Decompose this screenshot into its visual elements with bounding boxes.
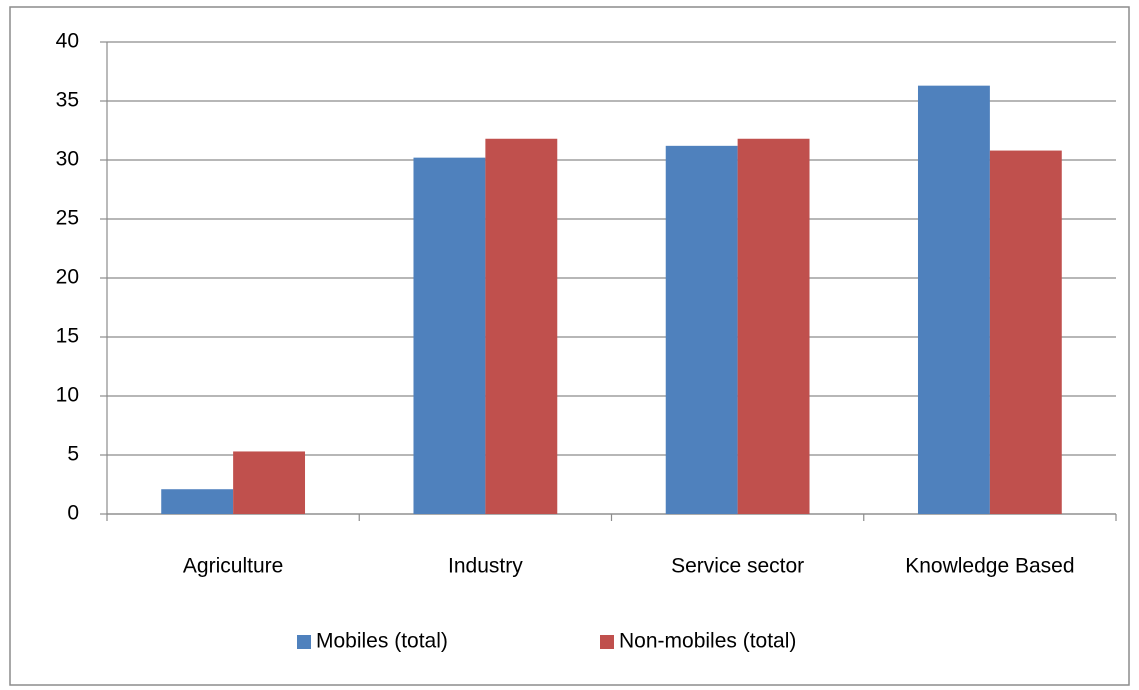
x-tick-label: Industry (448, 555, 523, 578)
legend-swatch (297, 635, 311, 649)
y-tick-label: 10 (56, 384, 79, 407)
bar (737, 138, 810, 514)
bar (413, 157, 486, 514)
x-tick-label: Service sector (671, 555, 804, 578)
legend-label: Mobiles (total) (316, 630, 448, 653)
bar (989, 150, 1062, 514)
bar (233, 451, 306, 514)
legend-swatch (600, 635, 614, 649)
y-tick-label: 20 (56, 266, 79, 289)
bar (161, 489, 234, 514)
x-tick-label: Agriculture (183, 555, 283, 578)
legend-label: Non-mobiles (total) (619, 630, 796, 653)
y-tick-label: 5 (67, 443, 79, 466)
bar (485, 138, 558, 514)
y-tick-label: 35 (56, 89, 79, 112)
y-tick-label: 0 (67, 502, 79, 525)
bar (665, 145, 738, 514)
y-tick-label: 25 (56, 207, 79, 230)
y-tick-label: 15 (56, 325, 79, 348)
y-tick-label: 30 (56, 148, 79, 171)
bar (917, 85, 990, 514)
y-tick-label: 40 (56, 30, 79, 53)
x-tick-label: Knowledge Based (905, 555, 1074, 578)
